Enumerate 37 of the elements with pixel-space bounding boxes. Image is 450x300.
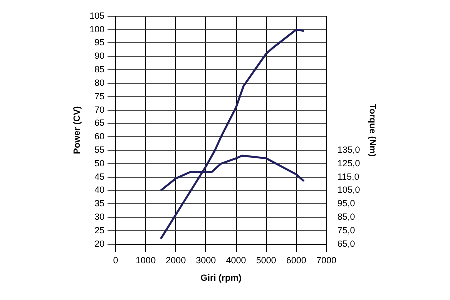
y-tick-label: 35 bbox=[94, 198, 105, 209]
y2-axis-title: Torque (Nm) bbox=[368, 104, 378, 157]
y-tick-label: 105 bbox=[90, 10, 105, 21]
y-tick-label: 30 bbox=[94, 212, 105, 222]
y2-tick-label: 115,0 bbox=[338, 172, 360, 182]
y-tick-label: 20 bbox=[94, 238, 105, 249]
x-tick-label: 6000 bbox=[286, 255, 307, 266]
x-tick-label: 3000 bbox=[196, 255, 216, 266]
y-tick-label: 85 bbox=[94, 64, 105, 75]
y2-tick-label: 75,0 bbox=[338, 225, 356, 236]
y-tick-label: 45 bbox=[94, 172, 105, 182]
y-tick-label: 100 bbox=[90, 24, 105, 34]
x-tick-label: 1000 bbox=[136, 255, 156, 266]
y-tick-label: 55 bbox=[94, 145, 105, 155]
y-tick-label: 65 bbox=[94, 118, 105, 128]
y2-tick-label: 95,0 bbox=[338, 198, 356, 209]
x-tick-label: 5000 bbox=[256, 255, 276, 266]
x-tick-label: 7000 bbox=[316, 255, 337, 266]
y2-tick-label: 125,0 bbox=[338, 158, 360, 168]
x-axis-title: Giri (rpm) bbox=[200, 273, 242, 284]
y-tick-label: 50 bbox=[94, 158, 105, 168]
y-tick-label: 95 bbox=[94, 38, 105, 48]
y-tick-label: 70 bbox=[94, 104, 105, 115]
y2-tick-label: 85,0 bbox=[338, 212, 356, 222]
y2-tick-label: 135,0 bbox=[338, 145, 360, 155]
x-tick-label: 0 bbox=[113, 255, 118, 266]
x-tick-label: 2000 bbox=[166, 255, 186, 266]
x-tick-label: 4000 bbox=[226, 255, 246, 266]
y-tick-label: 40 bbox=[94, 185, 105, 196]
y-tick-label: 60 bbox=[94, 132, 105, 142]
y-tick-label: 25 bbox=[94, 225, 105, 236]
y-tick-label: 75 bbox=[94, 91, 105, 102]
y2-tick-label: 105,0 bbox=[338, 185, 360, 196]
y-tick-label: 90 bbox=[94, 51, 105, 62]
y2-tick-label: 65,0 bbox=[338, 238, 356, 249]
y-tick-label: 80 bbox=[94, 78, 105, 88]
y-axis-title: Power (CV) bbox=[72, 106, 82, 154]
